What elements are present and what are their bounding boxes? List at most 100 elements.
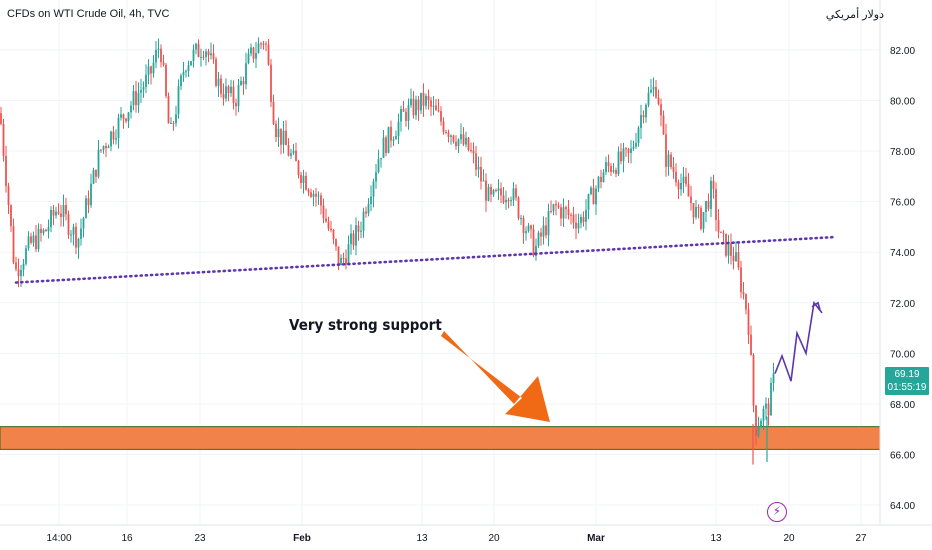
candle-body bbox=[720, 231, 722, 233]
support-arrow[interactable] bbox=[441, 331, 550, 422]
candle-body bbox=[367, 204, 370, 214]
candle-body bbox=[25, 248, 27, 264]
candle-body bbox=[727, 243, 730, 256]
candle-body bbox=[35, 235, 37, 250]
candle-body bbox=[672, 166, 675, 172]
candle-body bbox=[275, 123, 277, 138]
lightning-icon[interactable]: ⚡ bbox=[767, 502, 787, 522]
candle-body bbox=[600, 176, 602, 183]
candle-body bbox=[452, 135, 455, 142]
candle-body bbox=[327, 221, 330, 229]
candle-body bbox=[392, 139, 395, 141]
time-axis-background bbox=[0, 525, 932, 550]
candle-body bbox=[280, 128, 282, 145]
candle-body bbox=[610, 166, 612, 172]
candle-body bbox=[555, 204, 557, 206]
candle-body bbox=[125, 118, 127, 122]
candle-body bbox=[552, 204, 555, 212]
candle-body bbox=[142, 87, 145, 90]
price-axis-background bbox=[880, 0, 932, 525]
candle-body bbox=[535, 245, 537, 256]
support-annotation[interactable]: Very strong support bbox=[289, 316, 442, 334]
candle-body bbox=[100, 149, 102, 151]
candle-body bbox=[162, 62, 165, 65]
candle-body bbox=[265, 43, 267, 45]
candle-body bbox=[242, 80, 245, 85]
candle-body bbox=[80, 228, 82, 239]
candle-body bbox=[337, 246, 340, 266]
candle-body bbox=[230, 86, 232, 94]
candle-body bbox=[715, 189, 717, 220]
candle-body bbox=[305, 175, 307, 190]
candle-body bbox=[342, 257, 345, 259]
candle-body bbox=[580, 216, 582, 224]
candle-body bbox=[640, 115, 642, 129]
candle-body bbox=[190, 61, 192, 66]
candle-body bbox=[332, 230, 335, 240]
candle-body bbox=[680, 182, 682, 190]
candle-body bbox=[255, 52, 257, 59]
candle-body bbox=[560, 207, 562, 219]
candle-body bbox=[432, 105, 435, 107]
candles bbox=[0, 37, 775, 465]
projection-path[interactable] bbox=[774, 300, 823, 382]
candle-body bbox=[52, 209, 55, 216]
support-zone[interactable] bbox=[0, 426, 881, 450]
candle-body bbox=[115, 138, 117, 140]
candle-body bbox=[77, 238, 80, 248]
candle-body bbox=[312, 193, 315, 197]
candle-body bbox=[220, 78, 222, 94]
candle-body bbox=[525, 231, 527, 234]
candle-body bbox=[260, 43, 262, 45]
candle-body bbox=[480, 166, 482, 182]
candle-body bbox=[545, 225, 547, 236]
candle-body bbox=[400, 109, 402, 122]
candle-body bbox=[700, 208, 702, 229]
candle-body bbox=[72, 226, 75, 235]
candle-body bbox=[212, 53, 215, 60]
candle-body bbox=[287, 145, 290, 156]
price-tick-label: 82.00 bbox=[890, 46, 915, 57]
candle-body bbox=[127, 112, 130, 122]
candle-body bbox=[602, 172, 605, 183]
candle-body bbox=[652, 86, 655, 90]
candle-body bbox=[650, 89, 652, 93]
candle-body bbox=[590, 187, 592, 195]
candle-body bbox=[315, 193, 317, 197]
candle-body bbox=[292, 150, 295, 154]
candle-body bbox=[65, 205, 67, 215]
candle-body bbox=[350, 233, 352, 245]
candle-body bbox=[60, 213, 62, 217]
candle-body bbox=[772, 373, 775, 383]
candle-body bbox=[557, 205, 560, 208]
candle-body bbox=[482, 180, 485, 182]
candle-body bbox=[405, 111, 407, 121]
candle-body bbox=[217, 78, 220, 86]
price-axis[interactable]: 82.00 80.00 78.00 76.00 74.00 72.00 70.00 68.00… bbox=[879, 0, 932, 525]
candle-body bbox=[747, 309, 750, 335]
candle-body bbox=[85, 198, 87, 219]
candle-body bbox=[512, 188, 515, 201]
candle-body bbox=[647, 92, 650, 105]
candle-body bbox=[412, 98, 415, 116]
candle-body bbox=[745, 294, 747, 310]
candle-body bbox=[657, 97, 660, 105]
candle-body bbox=[15, 262, 17, 270]
time-axis[interactable]: 14:00 16 23 Feb 13 20 Mar 13 20 27 bbox=[0, 524, 932, 550]
candle-body bbox=[40, 228, 42, 234]
candle-body bbox=[372, 181, 375, 197]
candle-body bbox=[567, 209, 570, 215]
candle-body bbox=[447, 132, 450, 137]
candle-body bbox=[760, 420, 762, 428]
candle-body bbox=[120, 114, 122, 118]
candle-body bbox=[670, 154, 672, 167]
candle-body bbox=[387, 126, 390, 153]
candle-body bbox=[50, 209, 52, 228]
candle-body bbox=[210, 53, 212, 56]
price-tick-label: 80.00 bbox=[890, 97, 915, 108]
candle-body bbox=[752, 354, 755, 406]
trendline[interactable] bbox=[14, 235, 837, 284]
candle-body bbox=[55, 211, 57, 216]
candle-body bbox=[130, 105, 132, 113]
